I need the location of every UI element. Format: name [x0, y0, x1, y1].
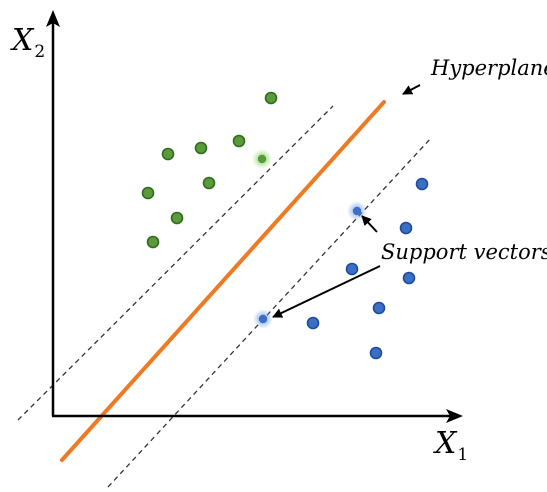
class-b-point [402, 271, 416, 285]
class-b-point [415, 177, 429, 191]
hyperplane-label: Hyperplane [430, 56, 547, 80]
class-a-point [170, 211, 184, 225]
class-a-point [232, 134, 246, 148]
class-b-point [345, 262, 359, 276]
class-a-point [146, 235, 160, 249]
y-axis-arrowhead [46, 10, 60, 27]
y-axis-label: X2 [10, 23, 45, 62]
class-a-points [141, 91, 278, 249]
support-arrow-lower [272, 265, 381, 318]
support-arrow-upper [361, 215, 378, 233]
hyperplane-arrow [402, 84, 421, 95]
class-b-points [253, 177, 429, 360]
class-a-point [194, 141, 208, 155]
support-vectors-label: Support vectors [381, 240, 547, 264]
class-a-point [141, 186, 155, 200]
class-b-point [399, 221, 413, 235]
class-a-support-vector [257, 154, 267, 164]
class-a-point [161, 147, 175, 161]
class-a-point [202, 176, 216, 190]
class-b-support-vector [258, 314, 268, 324]
hyperplane-line [60, 100, 386, 462]
class-b-point [372, 301, 386, 315]
class-b-point [306, 316, 320, 330]
class-a-point [264, 91, 278, 105]
class-b-point [369, 346, 383, 360]
x-axis-arrowhead [446, 409, 463, 423]
x-axis-label: X1 [433, 426, 468, 465]
margin-line-upper [17, 105, 334, 421]
class-b-support-vector [352, 206, 362, 216]
